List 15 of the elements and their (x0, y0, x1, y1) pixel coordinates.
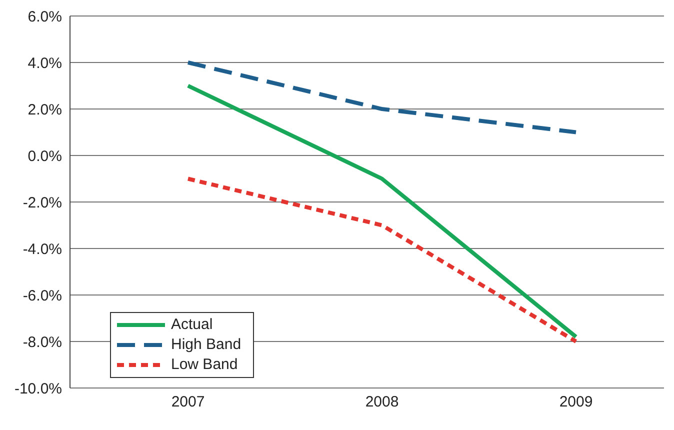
legend-label: Low Band (171, 355, 238, 375)
x-tick-label: 2008 (365, 394, 399, 411)
y-tick-label: -4.0% (22, 240, 62, 258)
y-tick-label: 6.0% (28, 8, 62, 26)
x-tick-label: 2009 (559, 394, 593, 411)
y-tick-label: 4.0% (28, 54, 62, 72)
y-tick-label: 0.0% (28, 148, 62, 165)
x-tick-label: 2007 (171, 394, 205, 411)
y-tick-label: 2.0% (28, 101, 62, 118)
y-tick-label: -10.0% (14, 380, 62, 398)
y-tick-label: -6.0% (22, 287, 62, 304)
y-tick-label: -8.0% (22, 334, 62, 351)
legend-label: High Band (171, 335, 242, 355)
legend-label: Actual (171, 315, 213, 335)
y-tick-label: -2.0% (22, 194, 62, 212)
